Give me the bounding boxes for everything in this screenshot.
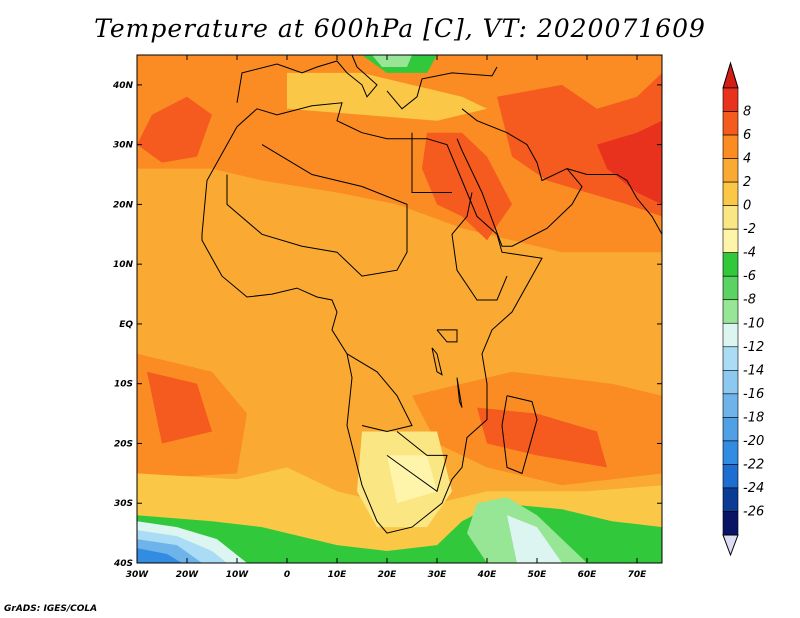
- lon-tick-label: 60E: [578, 570, 598, 580]
- lat-tick-label: 20N: [113, 200, 134, 210]
- lat-tick-label: 40N: [112, 81, 134, 91]
- madagascar-coast: [501, 395, 538, 475]
- lat-tick-label: 40S: [113, 559, 133, 569]
- africa-coast: [201, 102, 543, 534]
- lake-malawi: [456, 377, 463, 408]
- colorbar: 8 6 4 2 0 -2 -4 -6 -8 -10 -12 -14 -16 -18 -20 -22 -24 -26: [722, 61, 764, 557]
- colorbar-label: 0: [743, 199, 751, 214]
- hottest-pakistan: [597, 120, 662, 205]
- colorbar-box: [722, 205, 739, 230]
- map-title: Temperature at 600hPa [C], VT: 202007160…: [94, 14, 706, 43]
- arabia-coast: [456, 108, 583, 247]
- lat-tick-label: EQ: [119, 320, 133, 330]
- latitude-ticks: 40N 30N 20N 10N EQ 10S 20S 30S 40S: [112, 81, 662, 569]
- colorbar-label: 6: [743, 128, 751, 143]
- colorbar-box: [722, 299, 739, 324]
- colorbar-box: [722, 464, 739, 489]
- blue-southwest-3: [137, 548, 182, 563]
- lat-tick-label: 10N: [113, 260, 134, 270]
- border-sahara: [226, 144, 408, 277]
- colorbar-box: [722, 228, 739, 253]
- lat-tick-label: 30N: [113, 141, 134, 151]
- colorbar-box: [722, 440, 739, 465]
- lon-tick-label: 30E: [428, 570, 448, 580]
- colorbar-box: [722, 275, 739, 301]
- lat-tick-label: 20S: [114, 439, 133, 449]
- lake-tanganyika: [431, 347, 443, 376]
- colorbar-label: -6: [743, 269, 756, 284]
- colorbar-box: [722, 393, 739, 418]
- temperature-field-patches: [137, 55, 662, 563]
- hot-madagascar-sea: [477, 407, 607, 468]
- mild-mediterranean: [287, 72, 487, 121]
- turkey-coast: [386, 66, 498, 110]
- lightgreen-balkans: [372, 55, 412, 67]
- colorbar-label: -24: [743, 481, 764, 496]
- grads-credit: GrADS: IGES/COLA: [4, 604, 98, 614]
- hot-middle-east: [497, 72, 662, 217]
- lon-tick-label: 70E: [628, 570, 648, 580]
- lon-tick-label: 0: [284, 570, 290, 580]
- cooler-southern-africa: [387, 455, 437, 504]
- colorbar-label: -16: [743, 387, 764, 402]
- lon-tick-label: 30W: [126, 570, 150, 580]
- colorbar-label: -20: [743, 434, 764, 449]
- colorbar-label: -8: [743, 293, 756, 308]
- colorbar-box: [722, 181, 739, 206]
- colorbar-label: -14: [743, 363, 764, 378]
- africa-coastline: [201, 54, 663, 534]
- colorbar-top-arrow: [722, 61, 739, 89]
- lat-tick-label: 10S: [114, 380, 133, 390]
- colorbar-label: 2: [743, 175, 751, 190]
- colorbar-label: -18: [743, 410, 764, 425]
- colorbar-box: [722, 487, 739, 512]
- longitude-ticks: 30W 20W 10W 0 10E 20E 30E 40E 50E 60E 70E: [126, 55, 647, 580]
- colorbar-box: [722, 134, 739, 159]
- lon-tick-label: 20E: [378, 570, 398, 580]
- asia-coast: [566, 168, 663, 235]
- colorbar-box: [722, 87, 739, 112]
- colorbar-box: [722, 111, 739, 136]
- colorbar-box: [722, 322, 739, 348]
- colorbar-label: -26: [743, 504, 764, 519]
- lon-tick-label: 10W: [226, 570, 250, 580]
- lon-tick-label: 50E: [528, 570, 548, 580]
- border-east: [451, 192, 508, 301]
- lake-victoria: [436, 329, 458, 343]
- colorbar-box: [722, 511, 739, 536]
- colorbar-label: -10: [743, 316, 764, 331]
- colorbar-box: [722, 252, 739, 277]
- hot-south-atlantic: [147, 371, 212, 444]
- colorbar-label: 4: [743, 152, 751, 167]
- europe-coast: [236, 54, 378, 103]
- temperature-map: [136, 54, 663, 564]
- colorbar-label: -2: [743, 222, 756, 237]
- lat-tick-label: 30S: [114, 499, 133, 509]
- hot-atlantic-patch: [137, 96, 212, 163]
- colorbar-bottom-arrow: [722, 534, 739, 557]
- colorbar-label: -22: [743, 457, 764, 472]
- lon-tick-label: 10E: [328, 570, 348, 580]
- border-south: [386, 431, 448, 493]
- map-frame: [136, 54, 663, 564]
- colorbar-label: -12: [743, 340, 764, 355]
- colorbar-box: [722, 417, 739, 442]
- colorbar-box: [722, 346, 739, 371]
- colorbar-label: -4: [743, 246, 756, 261]
- colorbar-box: [722, 370, 739, 395]
- lon-tick-label: 40E: [477, 570, 498, 580]
- pale-south: [507, 515, 562, 563]
- colorbar-box: [722, 158, 739, 183]
- border-egypt: [411, 132, 452, 193]
- colorbar-label: 8: [743, 105, 751, 120]
- border-central: [346, 353, 413, 433]
- lon-tick-label: 20W: [176, 570, 200, 580]
